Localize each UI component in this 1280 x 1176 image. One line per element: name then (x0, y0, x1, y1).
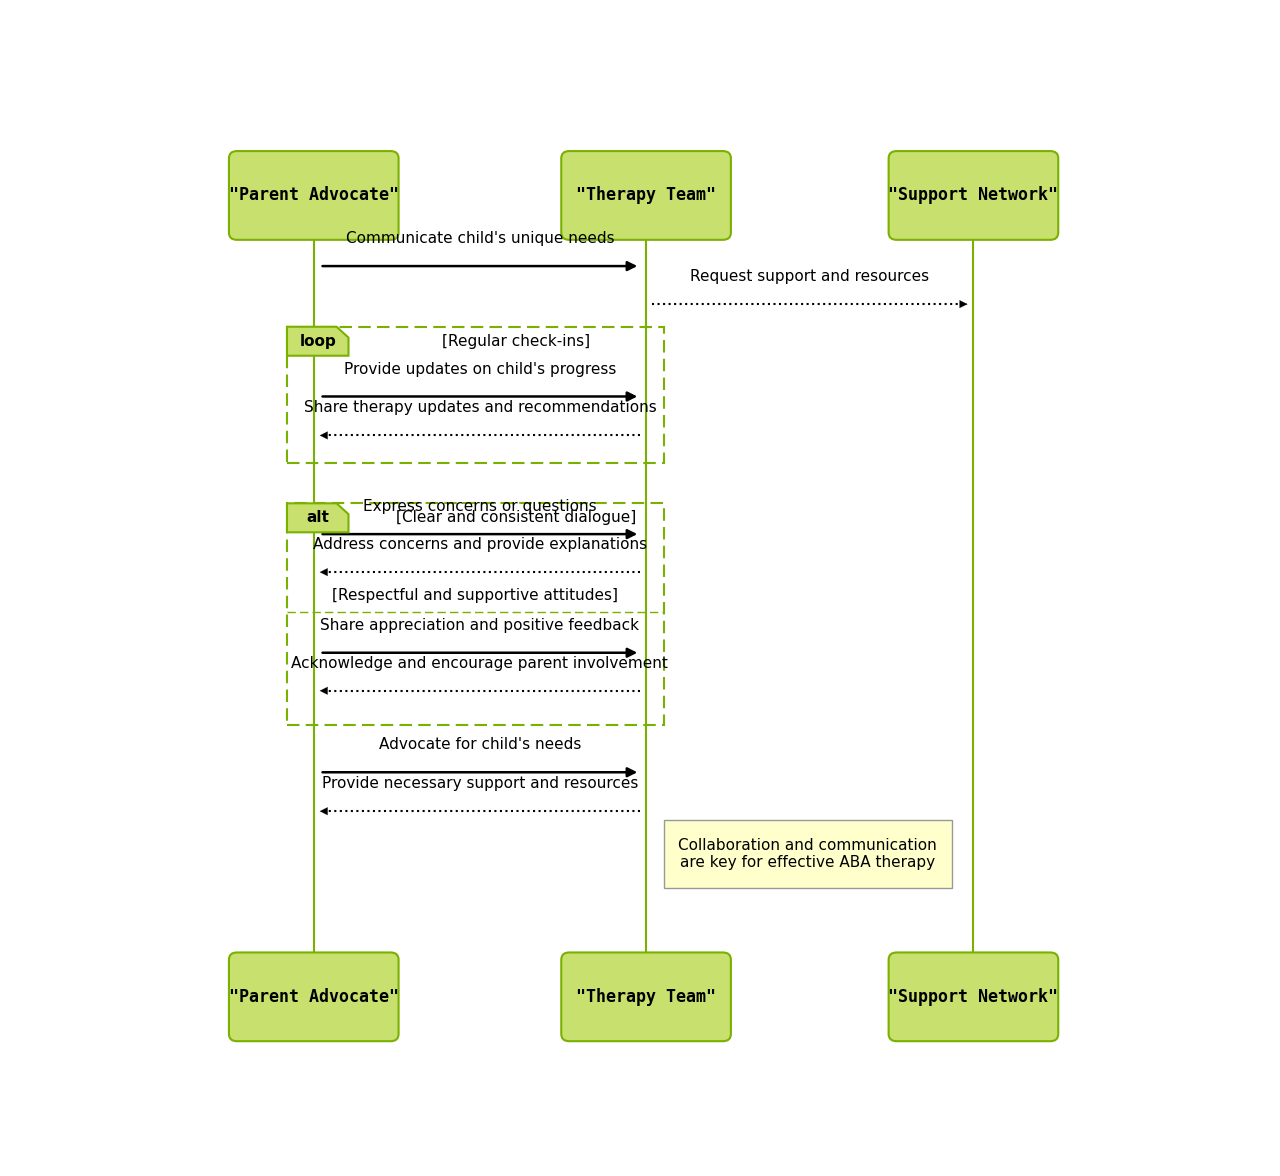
Text: "Therapy Team": "Therapy Team" (576, 187, 716, 205)
Text: Express concerns or questions: Express concerns or questions (364, 499, 596, 514)
Text: "Parent Advocate": "Parent Advocate" (229, 988, 399, 1005)
Text: "Therapy Team": "Therapy Team" (576, 988, 716, 1005)
Text: Request support and resources: Request support and resources (690, 269, 929, 285)
Text: Share appreciation and positive feedback: Share appreciation and positive feedback (320, 617, 640, 633)
Text: Advocate for child's needs: Advocate for child's needs (379, 737, 581, 753)
Bar (287, 503, 664, 726)
Text: [Respectful and supportive attitudes]: [Respectful and supportive attitudes] (333, 588, 618, 603)
Bar (287, 327, 664, 462)
Bar (664, 820, 951, 888)
Text: Communicate child's unique needs: Communicate child's unique needs (346, 232, 614, 246)
Text: "Support Network": "Support Network" (888, 187, 1059, 205)
FancyBboxPatch shape (561, 151, 731, 240)
Text: [Regular check-ins]: [Regular check-ins] (442, 334, 590, 349)
Text: "Support Network": "Support Network" (888, 988, 1059, 1005)
Text: Provide necessary support and resources: Provide necessary support and resources (321, 776, 639, 791)
Text: Acknowledge and encourage parent involvement: Acknowledge and encourage parent involve… (292, 656, 668, 670)
FancyBboxPatch shape (229, 953, 398, 1041)
Text: Collaboration and communication
are key for effective ABA therapy: Collaboration and communication are key … (678, 837, 937, 870)
Text: "Parent Advocate": "Parent Advocate" (229, 187, 399, 205)
Polygon shape (287, 503, 348, 533)
Text: alt: alt (306, 510, 329, 526)
Text: Provide updates on child's progress: Provide updates on child's progress (344, 361, 616, 376)
Polygon shape (287, 327, 348, 355)
FancyBboxPatch shape (888, 953, 1059, 1041)
Text: Address concerns and provide explanations: Address concerns and provide explanation… (312, 537, 646, 553)
Text: [Clear and consistent dialogue]: [Clear and consistent dialogue] (396, 510, 636, 526)
Text: loop: loop (300, 334, 337, 349)
FancyBboxPatch shape (229, 151, 398, 240)
Text: Share therapy updates and recommendations: Share therapy updates and recommendation… (303, 401, 657, 415)
FancyBboxPatch shape (888, 151, 1059, 240)
FancyBboxPatch shape (561, 953, 731, 1041)
